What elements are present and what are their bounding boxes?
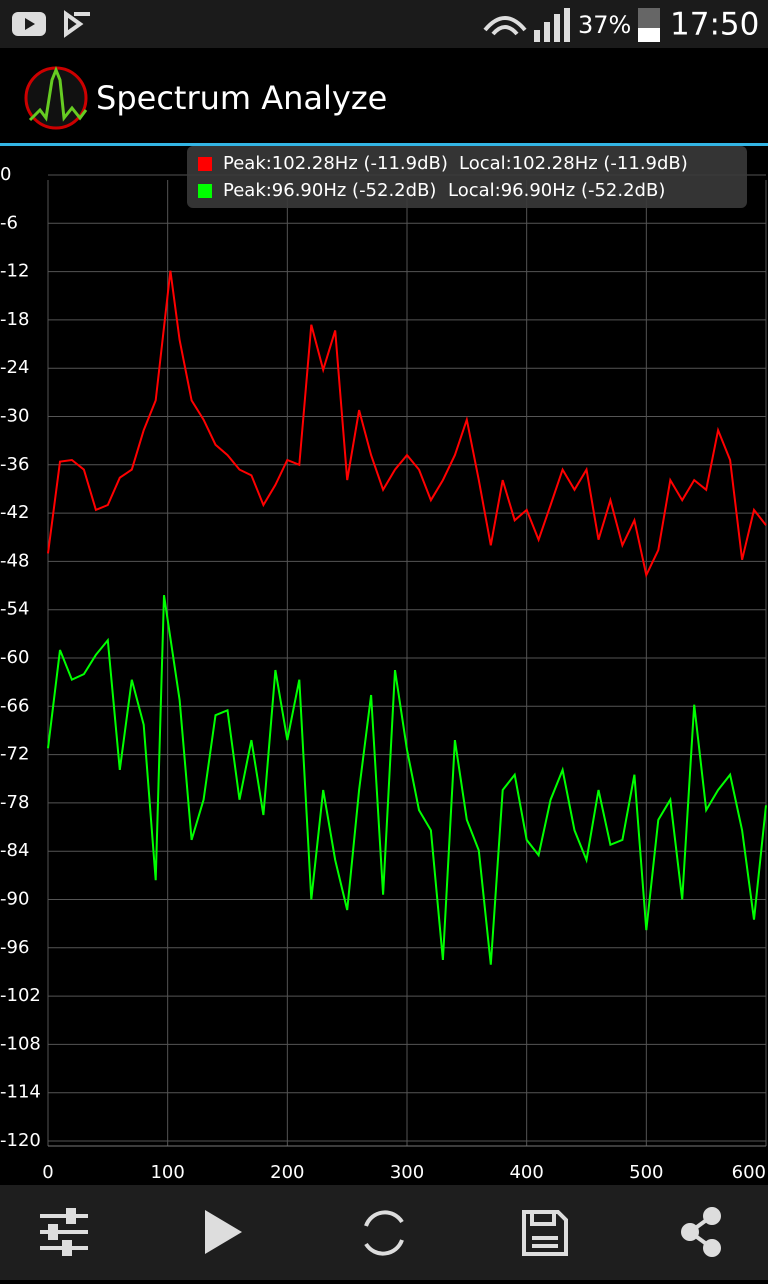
x-tick-label: 100 (150, 1162, 184, 1183)
y-tick-label: -96 (0, 937, 29, 958)
x-tick-label: 500 (629, 1162, 663, 1183)
y-tick-label: -30 (0, 406, 29, 427)
x-tick-label: 400 (509, 1162, 543, 1183)
y-tick-label: -36 (0, 454, 29, 475)
x-tick-label: 600 (732, 1162, 766, 1183)
x-tick-label: 0 (42, 1162, 53, 1183)
y-tick-label: -42 (0, 502, 29, 523)
app-title: Spectrum Analyze (96, 79, 387, 117)
y-tick-label: -114 (0, 1082, 41, 1103)
spectrum-line (47, 595, 767, 965)
status-icons (12, 8, 660, 42)
y-tick-label: -60 (0, 647, 29, 668)
toolbar (0, 1185, 768, 1280)
share-button[interactable] (681, 1207, 721, 1257)
app-bar-divider (0, 143, 768, 146)
y-tick-label: -102 (0, 985, 41, 1006)
y-tick-label: -66 (0, 695, 29, 716)
settings-button[interactable] (40, 1208, 88, 1256)
battery-text: 37% (578, 11, 631, 39)
plot: 0 -6 -12 -18 -24 -30 -36 -42 -48 -54 -60 -66 -72 -78 -… (0, 164, 767, 1183)
legend-peak: Peak:102.28Hz (-11.9dB) (223, 153, 448, 174)
y-tick-label: -108 (0, 1033, 41, 1054)
y-tick-label: -12 (0, 261, 29, 282)
y-tick-label: -78 (0, 792, 29, 813)
spectrum-line (47, 270, 767, 579)
toolbar-icons (40, 1207, 721, 1257)
y-tick-label: -24 (0, 357, 29, 378)
legend-local: Local:96.90Hz (-52.2dB) (448, 180, 665, 201)
legend-swatch (198, 157, 212, 171)
y-tick-label: -72 (0, 744, 29, 765)
x-tick-label: 300 (390, 1162, 424, 1183)
y-tick-label: -18 (0, 309, 29, 330)
y-tick-label: -84 (0, 840, 29, 861)
y-tick-label: 0 (0, 164, 11, 185)
y-tick-label: -6 (0, 212, 18, 233)
legend-local: Local:102.28Hz (-11.9dB) (459, 153, 688, 174)
save-button[interactable] (522, 1210, 568, 1256)
legend-box (187, 146, 747, 208)
refresh-button[interactable] (364, 1210, 404, 1256)
y-tick-label: -120 (0, 1130, 41, 1151)
y-tick-label: -48 (0, 550, 29, 571)
x-tick-label: 200 (270, 1162, 304, 1183)
play-button[interactable] (205, 1210, 242, 1254)
app-icon (24, 65, 88, 130)
y-tick-label: -90 (0, 889, 29, 910)
legend: Peak:102.28Hz (-11.9dB) Local:102.28Hz (-… (198, 153, 688, 201)
legend-peak: Peak:96.90Hz (-52.2dB) (223, 180, 436, 201)
clock: 17:50 (670, 7, 759, 43)
legend-swatch (198, 184, 212, 198)
y-tick-label: -54 (0, 599, 29, 620)
